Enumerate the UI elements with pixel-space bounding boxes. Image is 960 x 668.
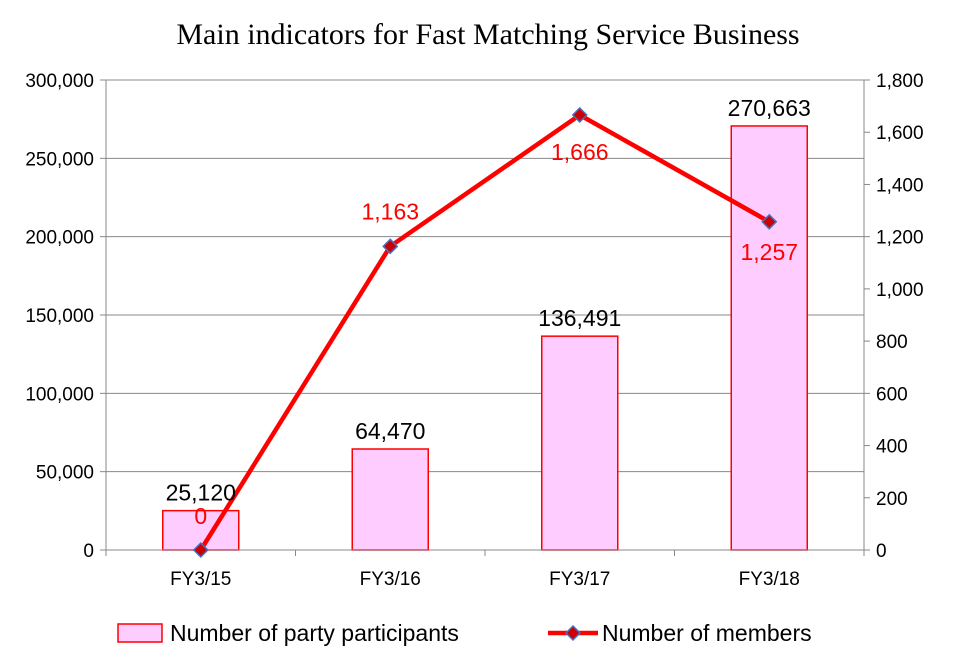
bar — [541, 335, 619, 551]
x-tick-label: FY3/18 — [739, 569, 800, 590]
y-left-tick-label: 200,000 — [25, 228, 94, 249]
data-labels: 25,120 64,470 136,491 270,663 0 1,163 1,666 1,2… — [166, 95, 811, 529]
x-tick-label: FY3/17 — [549, 569, 610, 590]
y-right-tick-label: 1,600 — [876, 123, 924, 144]
bar-data-label: 136,491 — [538, 305, 621, 331]
y-left-tick-label: 100,000 — [25, 384, 94, 405]
members-line — [198, 112, 771, 552]
y-right-tick-label: 800 — [876, 332, 908, 353]
y-right-tick-label: 1,400 — [876, 175, 924, 196]
bar-series — [162, 125, 808, 551]
line-data-label: 0 — [194, 503, 207, 529]
x-tick-label: FY3/15 — [170, 569, 231, 590]
line-series — [192, 106, 778, 559]
legend-swatch-marker — [564, 624, 582, 642]
bar — [351, 448, 429, 551]
y-right-tick-label: 1,000 — [876, 280, 924, 301]
line-marker — [571, 106, 588, 124]
y-right-tick-label: 0 — [876, 541, 887, 562]
line-data-label: 1,666 — [551, 139, 609, 165]
line-data-label: 1,257 — [740, 239, 798, 265]
y-right-tick-label: 200 — [876, 489, 908, 510]
y-right-tick-label: 1,200 — [876, 228, 924, 249]
bar-data-label: 64,470 — [355, 418, 425, 444]
bar-data-label: 25,120 — [166, 480, 236, 506]
y-right-tick-label: 400 — [876, 437, 908, 458]
y-right-tick-label: 1,800 — [876, 71, 924, 92]
line-marker — [192, 541, 209, 559]
legend-label-members: Number of members — [602, 620, 812, 646]
line-marker — [382, 238, 399, 255]
y-left-tick-label: 250,000 — [25, 149, 94, 170]
legend: Number of party participants Number of me… — [117, 620, 812, 646]
y-left-tick-label: 150,000 — [25, 306, 94, 327]
bar-data-label: 270,663 — [728, 95, 811, 121]
bar — [730, 125, 808, 551]
x-tick-label: FY3/16 — [360, 569, 421, 590]
y-left-tick-label: 0 — [83, 541, 94, 562]
y-right-tick-label: 600 — [876, 384, 908, 405]
line-data-label: 1,163 — [361, 198, 419, 224]
y-left-tick-label: 50,000 — [36, 463, 94, 484]
line-marker — [761, 213, 778, 230]
y-left-tick-label: 300,000 — [25, 71, 94, 92]
chart-title: Main indicators for Fast Matching Servic… — [176, 18, 799, 51]
legend-label-party-participants: Number of party participants — [170, 620, 459, 646]
legend-swatch-bar — [117, 623, 163, 643]
axes: 0 50,000 100,000 150,000 200,000 250,000 300,0… — [25, 71, 923, 590]
